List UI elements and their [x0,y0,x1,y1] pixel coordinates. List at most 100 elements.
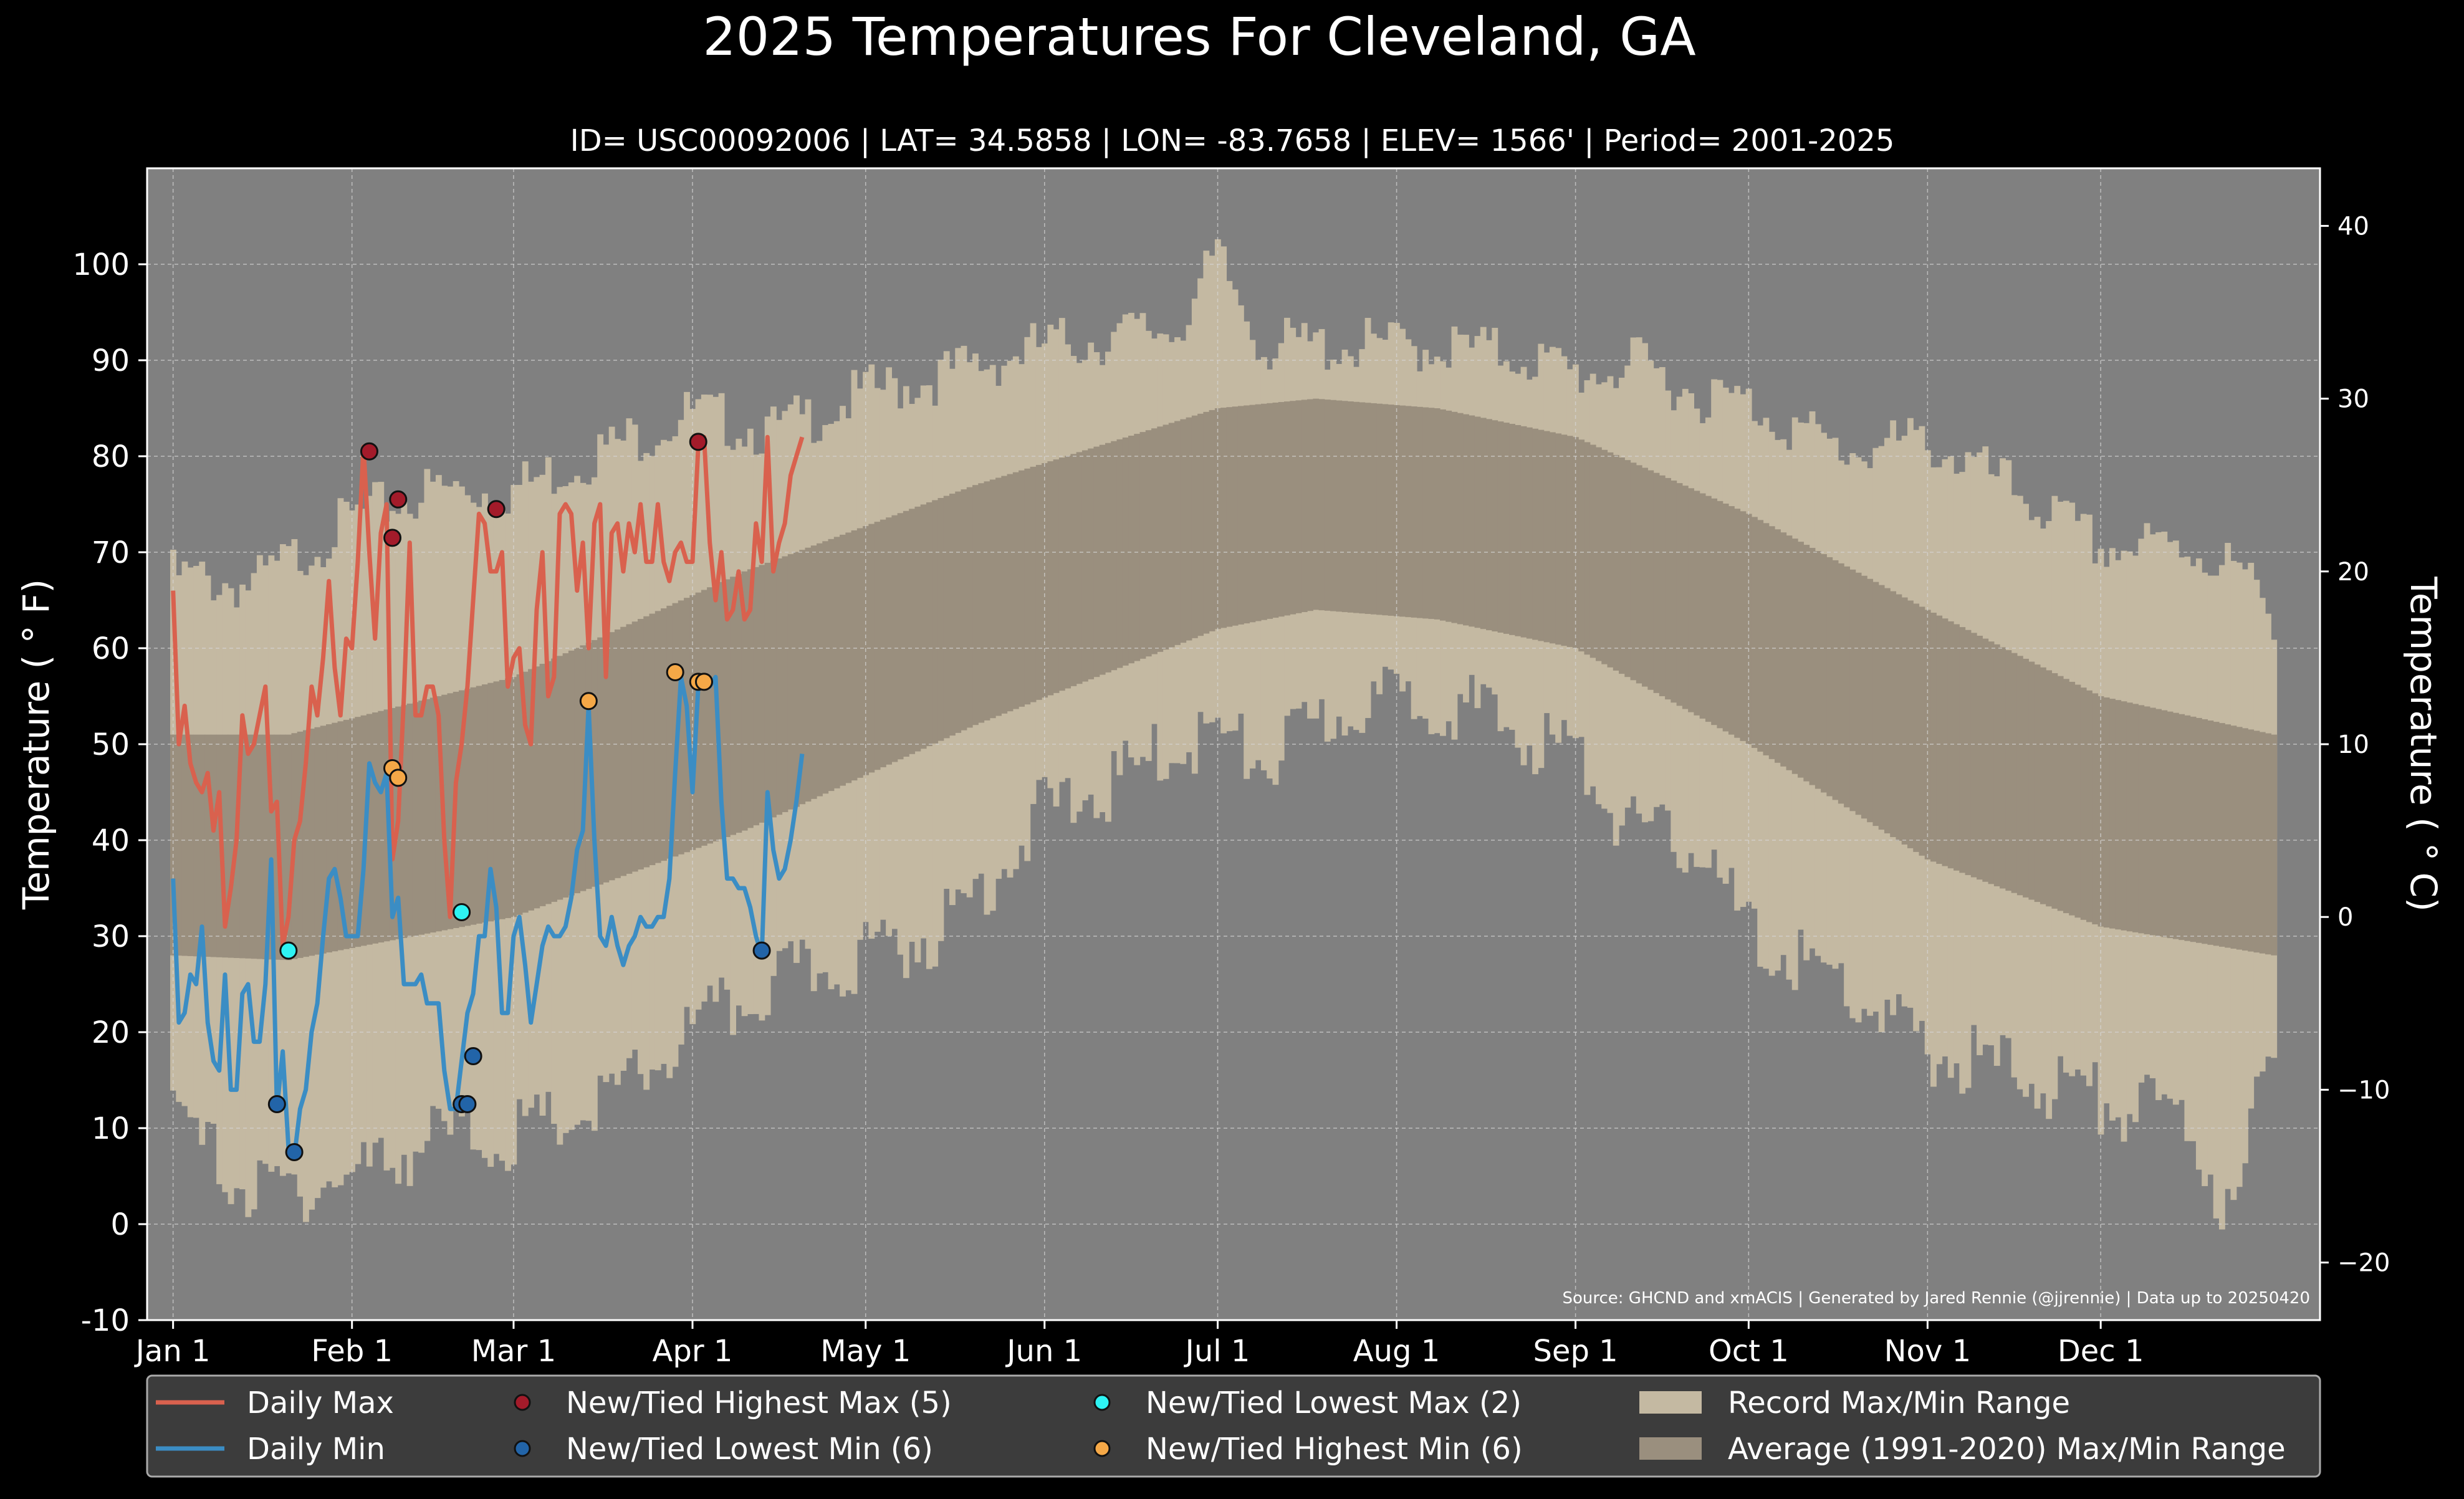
average-range-bar [1267,403,1273,619]
average-range-bar [2236,727,2243,950]
average-range-bar [476,686,482,924]
legend-box [146,1374,2321,1478]
y-axis-label: Temperature ( ° F) [15,579,57,910]
average-range-bar [511,677,517,917]
average-range-bar [1896,594,1902,841]
average-range-bar [840,534,846,786]
average-range-bar [2092,693,2099,925]
average-range-bar [1791,539,1798,774]
average-range-bar [1232,406,1239,626]
average-range-bar [845,532,852,783]
y2-tick-label: −10 [2337,1076,2390,1104]
average-range-bar [770,560,777,818]
average-range-bar [1260,403,1267,620]
average-range-bar [603,635,610,883]
average-range-bar [661,608,667,861]
average-range-bar [689,595,696,850]
average-range-bar [1694,491,1700,716]
average-range-bar [1469,415,1475,627]
average-range-bar [1220,408,1227,628]
average-range-bar [1007,474,1014,712]
average-range-bar [620,626,627,876]
average-range-bar [2259,732,2266,954]
average-range-bar [1457,413,1464,625]
average-range-bar [1566,436,1573,648]
average-range-bar [1982,638,1989,882]
average-range-bar [464,689,471,926]
average-range-bar [1659,475,1666,696]
average-range-bar [851,530,858,781]
average-range-bar [1226,407,1233,627]
average-range-bar [568,650,575,896]
average-range-bar [429,697,436,933]
average-range-bar [1607,452,1614,668]
average-range-bar [1186,417,1192,641]
y2-tick-label: 40 [2337,212,2369,241]
average-range-bar [608,632,615,881]
average-range-bar [2155,709,2162,936]
average-range-bar [1341,401,1348,613]
average-range-bar [1076,452,1083,684]
average-range-bar [2069,681,2076,916]
average-range-bar [753,567,760,826]
average-range-bar [707,587,713,844]
daily-max-line [171,434,805,948]
average-range-bar [447,693,454,929]
average-range-bar [1942,618,1949,866]
average-range-bar [1255,404,1262,621]
average-range-bar [424,699,431,934]
average-range-bar [372,712,378,944]
average-range-bar [1093,446,1100,678]
average-range-bar [2271,734,2278,955]
average-range-bar [2202,719,2208,944]
average-range-bar [2265,733,2271,955]
average-range-bar [1814,551,1821,789]
average-range-bar [1428,408,1435,620]
average-range-bar [782,556,789,812]
average-range-bar [2230,726,2237,949]
legend-label: Record Max/Min Range [1728,1386,2070,1420]
average-range-bar [1411,406,1417,618]
average-range-bar [1324,400,1331,611]
average-range-bar [2248,729,2255,952]
average-range-bar [337,721,344,951]
average-range-bar [1671,481,1677,703]
average-range-bar [406,703,413,937]
average-range-bar [787,554,794,810]
average-range-bar [470,687,477,925]
y-axis-right: −20 −10 0 10 20 30 40 [2320,212,2390,1278]
average-range-bar [1872,582,1879,826]
average-range-bar [2253,730,2260,953]
x-tick-label: Mar 1 [471,1334,556,1369]
y-tick-label: 30 [92,919,130,954]
record-high-max-marker [360,442,378,461]
average-range-bar [2000,647,2006,889]
x-tick-label: May 1 [820,1334,911,1369]
legend-label: New/Tied Lowest Max (2) [1146,1386,1522,1420]
average-range-bar [1376,403,1383,615]
average-range-bar [222,734,229,958]
average-range-bar [1676,483,1683,706]
average-range-bar [181,734,188,956]
average-range-bar [302,730,309,957]
average-range-bar [1405,406,1412,618]
legend-marker-swatch [1093,1440,1111,1457]
average-range-bar [909,509,916,754]
average-range-bar [1382,404,1389,616]
average-range-bar [1336,400,1343,612]
average-range-bar [638,619,644,869]
average-range-bar [2016,656,2023,896]
average-range-bar [955,491,962,733]
average-range-bar [736,574,742,833]
average-range-bar [199,734,206,957]
average-range-bar [833,537,840,788]
average-range-bar [1838,563,1844,804]
plot-area: Source: GHCND and xmACIS | Generated by … [146,167,2321,1321]
average-range-bar [1145,430,1152,657]
y-tick-label: 40 [92,823,130,858]
average-range-bar [2023,658,2030,898]
y2-axis-label: Temperature ( ° C) [2402,576,2445,911]
average-range-bar [2184,715,2191,941]
average-range-bar [891,515,898,762]
average-range-bar [961,489,967,730]
